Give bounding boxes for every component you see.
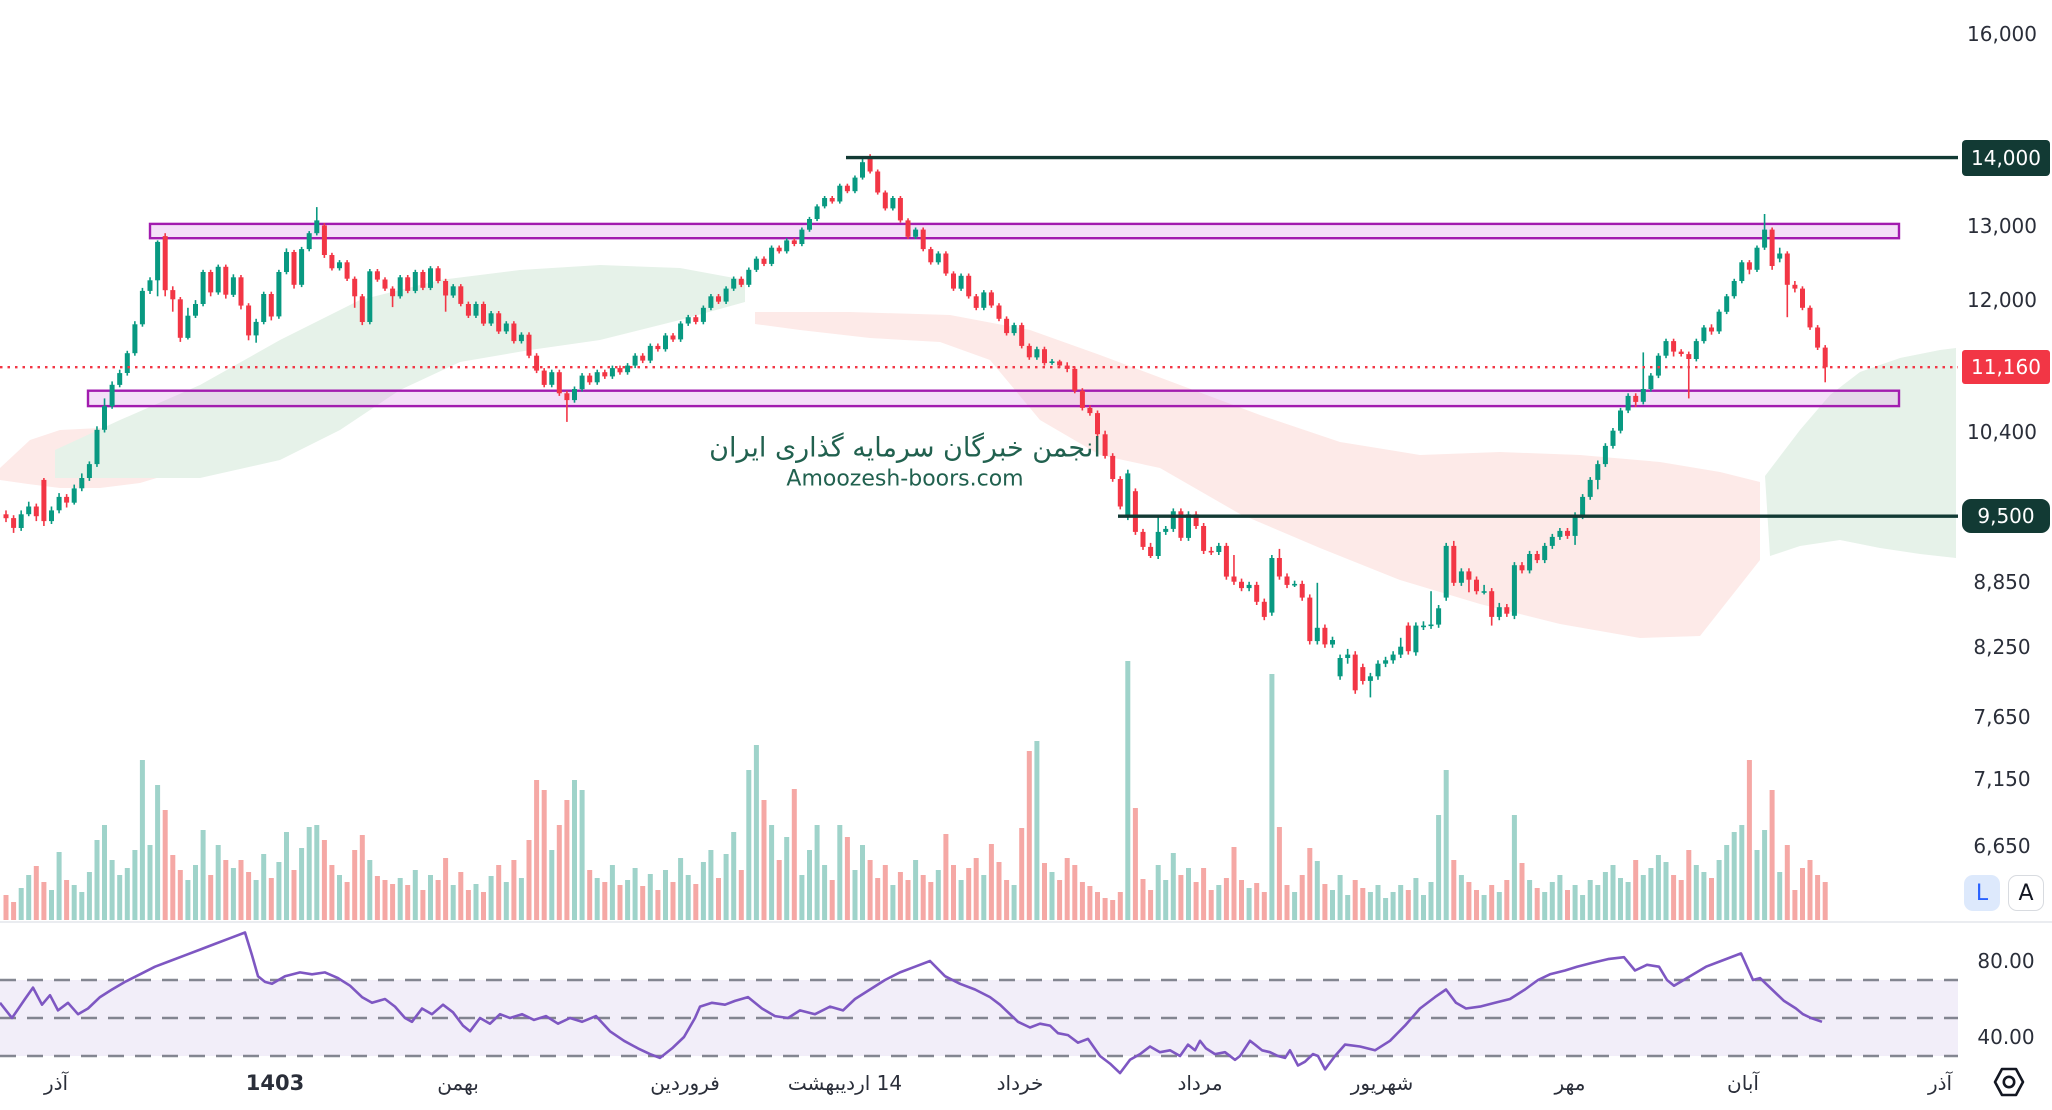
time-label-1200: مرداد — [1177, 1071, 1223, 1095]
hexagon-eye-icon[interactable] — [1992, 1066, 2026, 1098]
ichimoku-clouds — [0, 265, 1956, 638]
volume-bars — [3, 661, 1828, 920]
log-scale-button[interactable]: L — [1964, 875, 2000, 911]
support-label[interactable]: 9,500 — [1962, 499, 2050, 533]
time-label-1743: آبان — [1727, 1071, 1759, 1095]
price-tick-8250[interactable]: 8,250 — [1973, 635, 2031, 659]
auto-scale-button[interactable]: A — [2008, 875, 2044, 911]
price-tick-10400[interactable]: 10,400 — [1967, 420, 2037, 444]
price-tick-7150[interactable]: 7,150 — [1973, 767, 2031, 791]
price-tick-16000[interactable]: 16,000 — [1967, 22, 2037, 46]
price-tick-13000[interactable]: 13,000 — [1967, 214, 2037, 238]
time-label-685: فروردین — [650, 1071, 720, 1095]
time-label-458: بهمن — [437, 1071, 479, 1095]
supply-demand-zones — [86, 222, 1901, 408]
oscillator-tick-40[interactable]: 40.00 — [1977, 1025, 2035, 1049]
current-price-label[interactable]: 11,160 — [1962, 350, 2050, 384]
price-tick-7650[interactable]: 7,650 — [1973, 705, 2031, 729]
cloud-pink — [755, 312, 1760, 638]
time-label-275: 1403 — [245, 1071, 305, 1095]
watermark-line2: Amoozesh-boors.com — [786, 466, 1024, 492]
candles — [3, 154, 1828, 698]
cloud-green — [1765, 348, 1956, 558]
resistance-label[interactable]: 14,000 — [1962, 140, 2050, 176]
time-label-1382: شهریور — [1350, 1071, 1414, 1095]
watermark-line1: انجمن خبرگان سرمایه گذاری ایران — [709, 432, 1101, 464]
watermark: انجمن خبرگان سرمایه گذاری ایران Amoozesh… — [709, 431, 1101, 492]
time-label-56: آذر — [43, 1071, 69, 1095]
cloud-green — [55, 265, 745, 478]
time-label-1570: مهر — [1554, 1071, 1586, 1095]
time-label-845: 14 اردیبهشت — [787, 1071, 903, 1095]
oscillator-line — [0, 931, 1823, 1075]
demand-zone[interactable] — [86, 389, 1901, 408]
time-label-1020: خرداد — [996, 1071, 1044, 1095]
price-tick-6650[interactable]: 6,650 — [1973, 834, 2031, 858]
price-tick-12000[interactable]: 12,000 — [1967, 288, 2037, 312]
supply-zone[interactable] — [148, 222, 1901, 240]
time-label-1940: آذر — [1927, 1071, 1953, 1095]
price-tick-8850[interactable]: 8,850 — [1973, 570, 2031, 594]
oscillator-tick-80[interactable]: 80.00 — [1977, 949, 2035, 973]
